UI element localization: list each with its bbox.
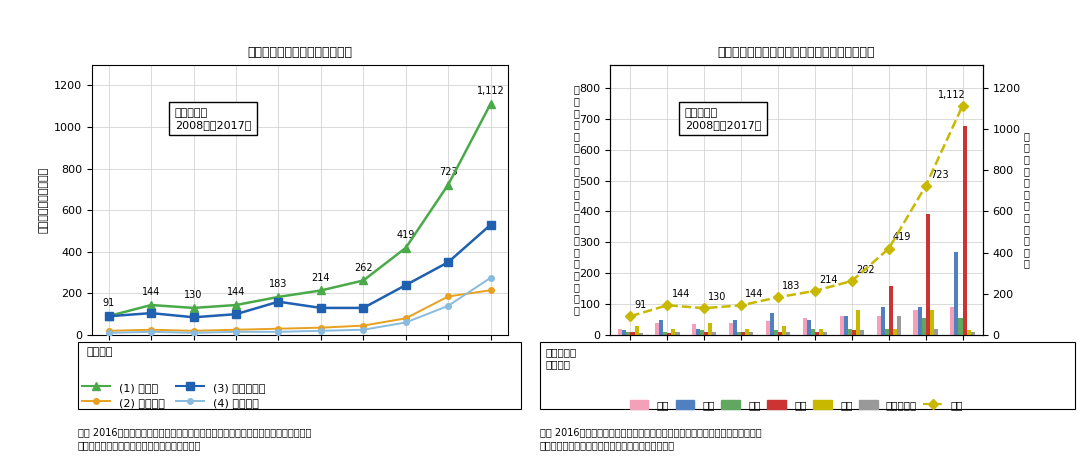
Bar [745,329,750,335]
Bar [967,330,971,335]
Bar [885,329,889,335]
Bar [930,310,934,335]
Bar [741,332,745,335]
Bar [656,322,659,335]
Text: で、全出願データを反映していない可能性がある。: で、全出願データを反映していない可能性がある。 [540,440,675,450]
X-axis label: 出願年（優先権主張年）: 出願年（優先権主張年） [264,360,336,370]
Text: 144: 144 [227,287,245,297]
Bar [958,318,962,335]
Bar [729,322,733,335]
Text: 優先権主張
2008年～2017年: 優先権主張 2008年～2017年 [685,108,761,129]
Text: 183: 183 [782,281,800,291]
Bar [921,318,926,335]
Bar [692,324,697,335]
X-axis label: 出願年（優先権主張年）: 出願年（優先権主張年） [760,360,833,370]
Text: 1,112: 1,112 [937,90,966,99]
Bar [774,330,778,335]
Bar [823,332,827,335]
Y-axis label: 出
願
人
国
籍
（
地
域
）
別
フ
ァ
ミ
リ
ー
件
数
（
件
）: 出 願 人 国 籍 （ 地 域 ） 別 フ ァ ミ リ ー 件 数 （ 件 ） [573,85,580,315]
Bar [815,332,819,335]
Text: 注） 2016年以降は、データベース収録の遅れ、ＰＣＴ出願の各国移行のずれ等: 注） 2016年以降は、データベース収録の遅れ、ＰＣＴ出願の各国移行のずれ等 [540,427,761,438]
Title: 出願人国籍別「製造業」のファミリー件数推移: 出願人国籍別「製造業」のファミリー件数推移 [718,46,875,59]
Bar [914,310,918,335]
Bar [811,329,815,335]
Bar [880,307,885,335]
Bar [697,329,700,335]
Text: 214: 214 [819,274,838,285]
Bar [848,329,852,335]
Bar [672,329,675,335]
Text: 723: 723 [930,170,948,180]
Bar [622,330,626,335]
Text: 91: 91 [103,298,114,308]
Bar [934,329,937,335]
Bar [782,326,786,335]
Text: 144: 144 [141,287,161,297]
Text: 技術区分: 技術区分 [86,347,113,357]
Bar [955,251,958,335]
Bar [778,332,782,335]
Text: 130: 130 [708,292,727,302]
Bar [896,316,901,335]
Bar [926,214,930,335]
Bar [950,307,955,335]
Y-axis label: ファミリー件数（件）: ファミリー件数（件） [39,167,49,233]
Text: 144: 144 [672,289,690,299]
Bar [877,316,880,335]
Text: 1,112: 1,112 [476,86,504,96]
Text: 全出願データを反映していない可能性がある。: 全出願データを反映していない可能性がある。 [78,440,201,450]
Text: 130: 130 [185,290,203,300]
Title: 応用産業別ファミリー件数推移: 応用産業別ファミリー件数推移 [247,46,352,59]
Text: 262: 262 [354,263,373,273]
Bar [843,316,848,335]
Text: 214: 214 [312,273,330,283]
Bar [631,332,635,335]
Text: 419: 419 [893,232,912,242]
Bar [860,330,864,335]
Legend: 日本, 米国, 欧州, 中国, 韓国, その他国籍, 合計: 日本, 米国, 欧州, 中国, 韓国, その他国籍, 合計 [625,395,968,414]
Bar [770,313,774,335]
Bar [667,334,672,335]
Text: 出願人国籍
（地域）: 出願人国籍 （地域） [545,347,577,369]
Bar [659,320,663,335]
Bar [839,316,843,335]
Y-axis label: 合
計
フ
ァ
ミ
リ
ー
件
数
（
件
）: 合 計 フ ァ ミ リ ー 件 数 （ 件 ） [1023,131,1029,268]
Bar [807,320,811,335]
Text: 262: 262 [856,265,875,274]
Bar [638,334,643,335]
Bar [786,332,791,335]
Bar [962,127,967,335]
Bar [766,321,770,335]
Bar [852,330,855,335]
Bar [700,330,704,335]
Bar [802,318,807,335]
Bar [733,320,738,335]
Bar [675,332,679,335]
FancyBboxPatch shape [540,342,1075,409]
Text: 723: 723 [438,167,458,177]
Bar [713,332,716,335]
Bar [971,332,974,335]
Legend: (1) 製造業, (2) サービス, (3) 医療・介護, (4) 生活支援: (1) 製造業, (2) サービス, (3) 医療・介護, (4) 生活支援 [78,377,269,412]
Bar [619,329,622,335]
Bar [663,332,667,335]
Text: 注） 2016年以降は、データベース収録の遅れ、ＰＣＴ出願の各国移行のずれ等で、: 注） 2016年以降は、データベース収録の遅れ、ＰＣＴ出願の各国移行のずれ等で、 [78,427,311,438]
Text: 優先権主張
2008年～2017年: 優先権主張 2008年～2017年 [175,108,252,129]
Bar [626,332,631,335]
Text: 183: 183 [269,279,287,289]
Bar [855,310,860,335]
Bar [738,332,741,335]
Bar [893,329,896,335]
Bar [750,332,754,335]
Bar [708,322,713,335]
Text: 419: 419 [396,230,415,240]
Bar [704,332,708,335]
Text: 144: 144 [745,289,764,299]
Bar [918,307,921,335]
Bar [819,329,823,335]
Bar [635,326,638,335]
Text: 91: 91 [635,300,647,310]
FancyBboxPatch shape [78,342,521,409]
Bar [889,286,893,335]
